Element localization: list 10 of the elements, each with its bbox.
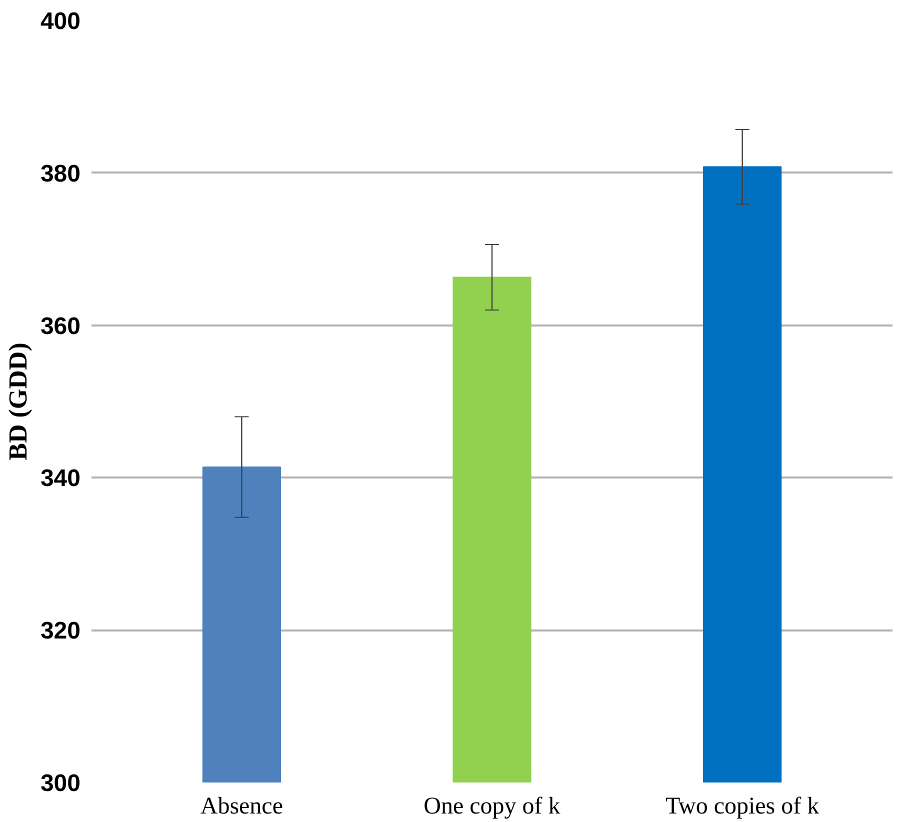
y-tick-label: 320: [40, 618, 81, 645]
y-tick-label: 300: [40, 770, 81, 797]
y-axis-title: BD (GDD): [3, 342, 32, 460]
y-tick-label: 360: [40, 312, 81, 340]
y-tick-label: 340: [40, 465, 81, 492]
y-tick-label: 380: [40, 160, 81, 188]
x-tick-label: One copy of k: [424, 794, 560, 820]
x-tick-label: Two copies of k: [666, 794, 820, 820]
x-tick-label: Absence: [200, 794, 284, 820]
y-tick-label: 400: [40, 8, 81, 35]
